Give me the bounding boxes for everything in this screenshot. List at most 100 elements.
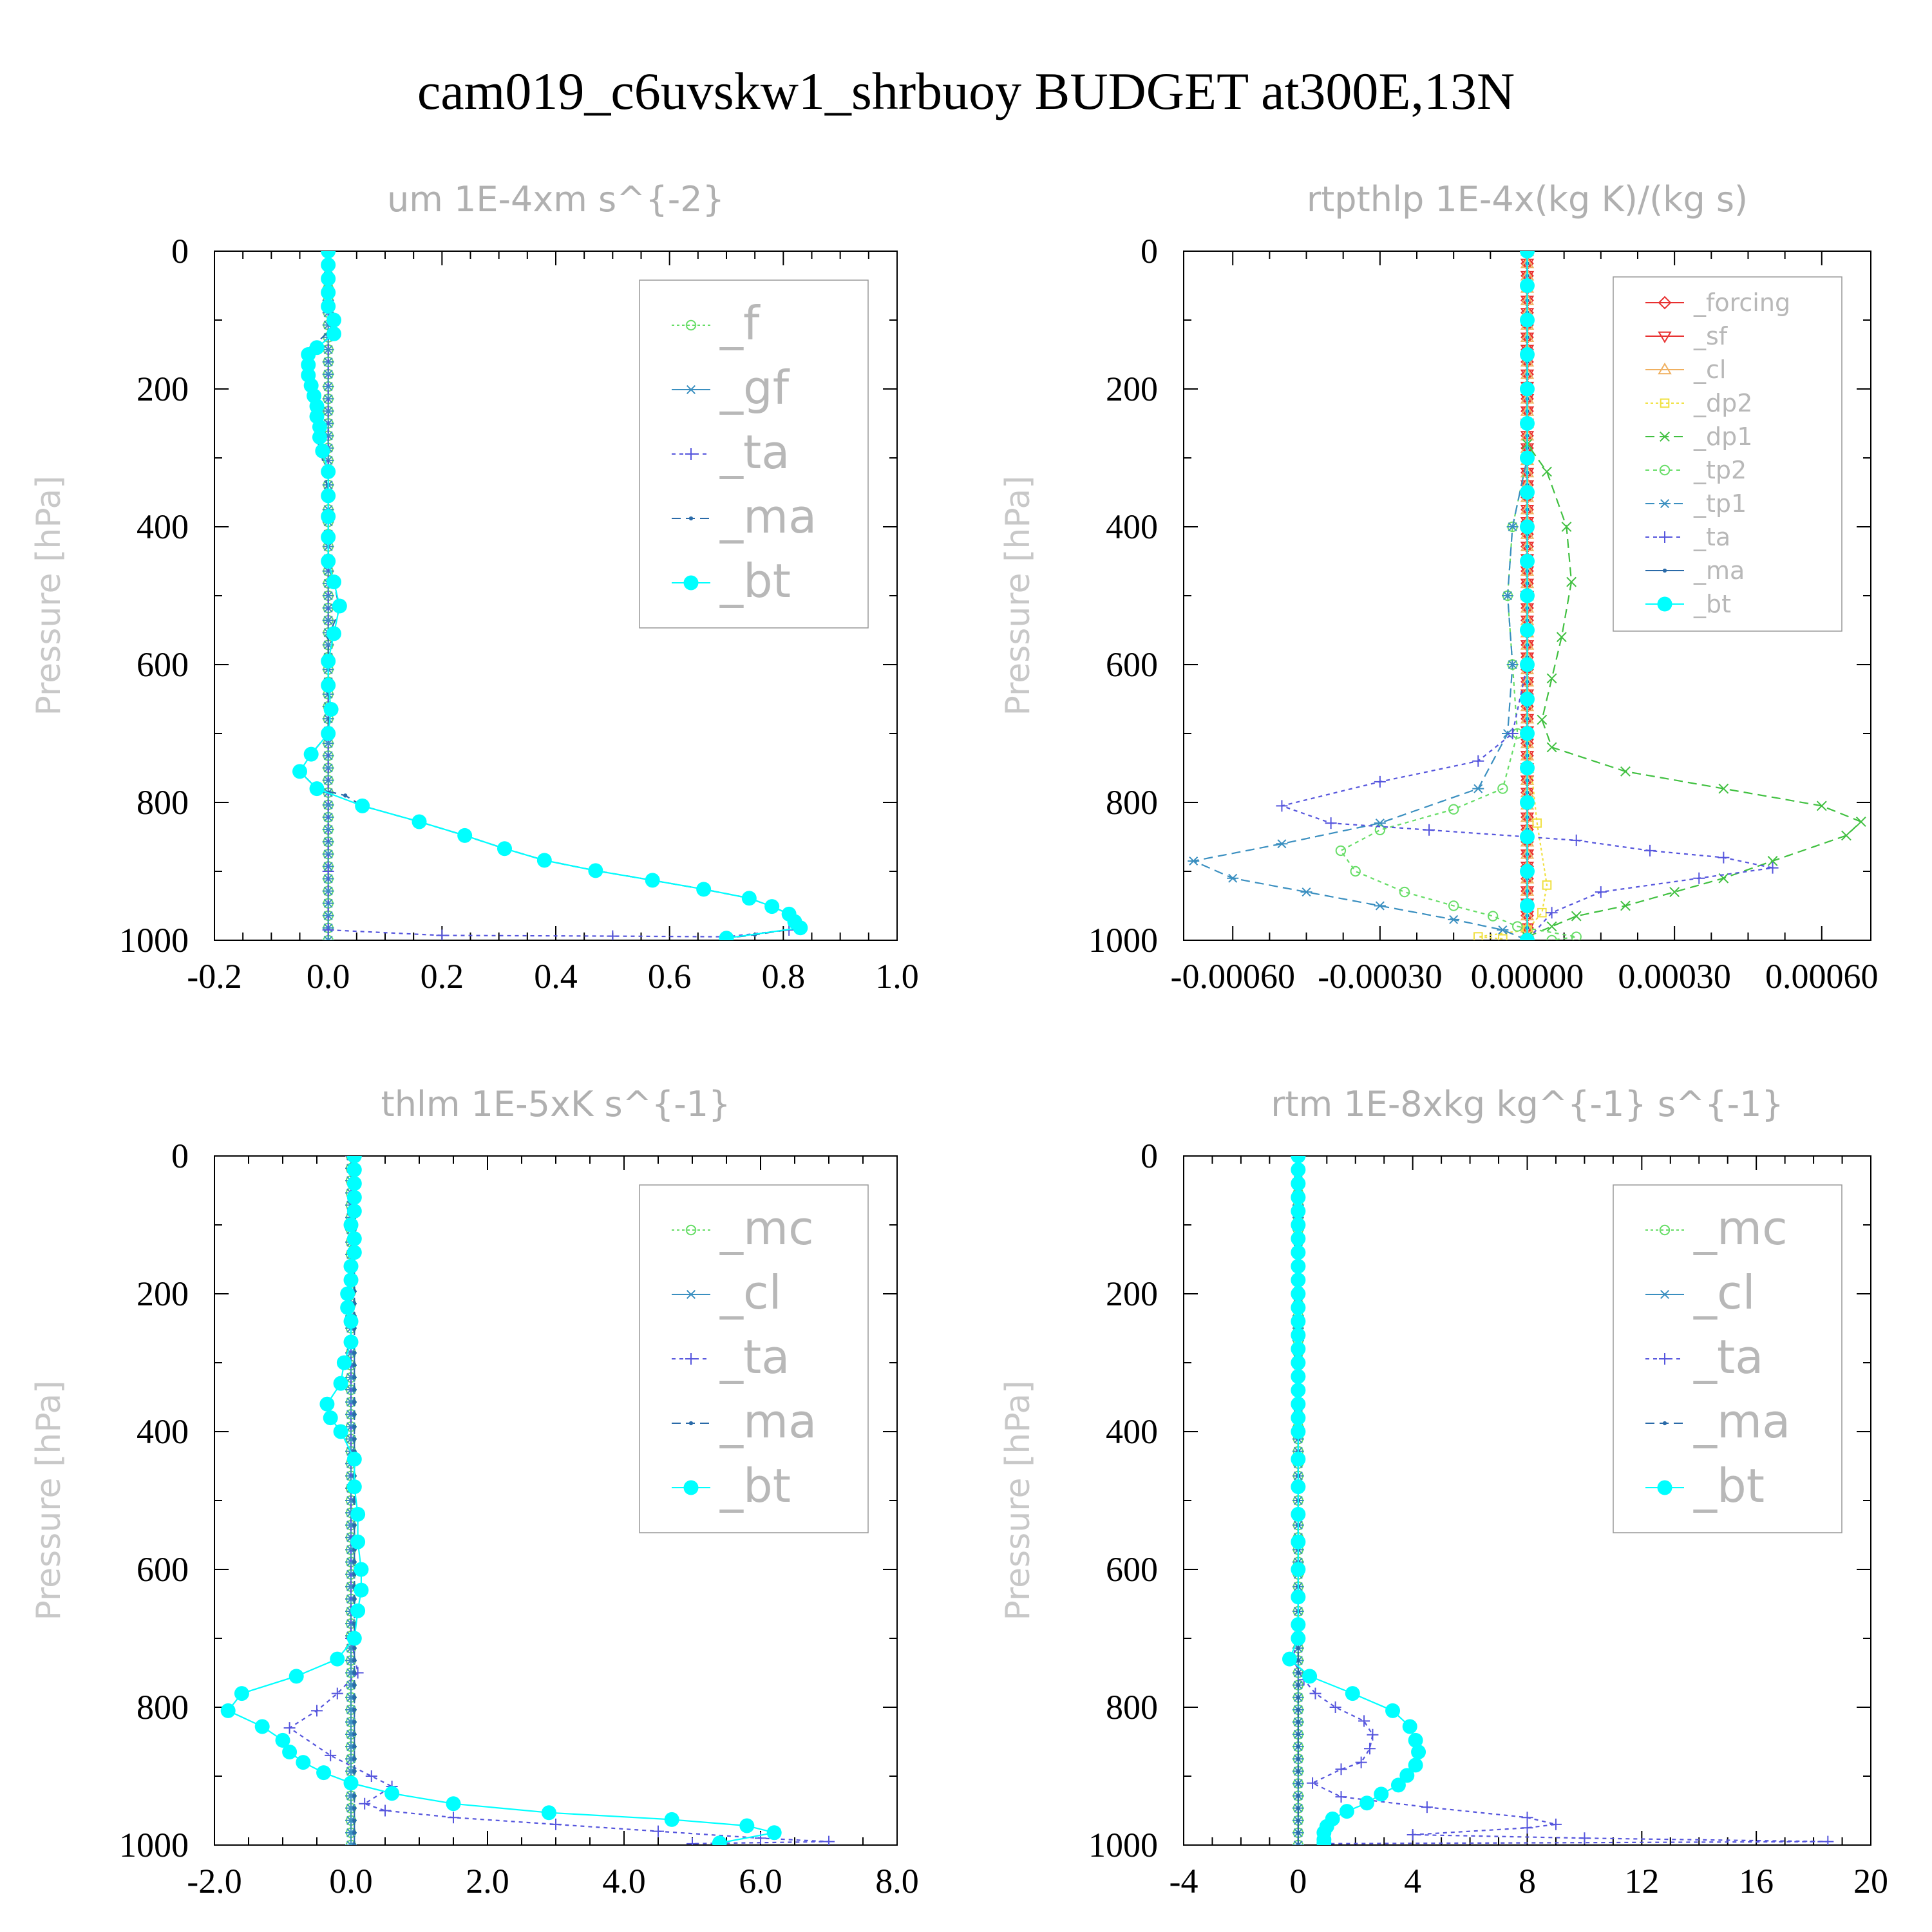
series-dp1-point bbox=[1669, 887, 1680, 898]
series-bt-point bbox=[321, 677, 336, 693]
series-ma-point bbox=[352, 1707, 357, 1712]
series-bt-point bbox=[330, 1651, 345, 1667]
series-dp1-point bbox=[1546, 921, 1557, 932]
series-bt-point bbox=[350, 1603, 366, 1618]
series-bt-point bbox=[346, 1162, 362, 1177]
series-bt-point bbox=[1291, 1217, 1306, 1233]
legend-cl-label: _cl bbox=[1693, 1265, 1756, 1320]
series-bt-point bbox=[1408, 1757, 1423, 1773]
series-dp2-point bbox=[1498, 934, 1508, 940]
series-bt-point bbox=[541, 1805, 556, 1821]
series-bt-point bbox=[346, 1176, 362, 1191]
series-bt-point bbox=[321, 654, 336, 669]
series-bt-point bbox=[321, 464, 336, 479]
series-bt-point bbox=[343, 1314, 359, 1329]
series-bt-point bbox=[1291, 1341, 1306, 1357]
series-bt-point bbox=[321, 257, 336, 272]
legend-dp2-marker bbox=[1660, 398, 1670, 408]
y-tick-label: 400 bbox=[137, 507, 189, 546]
series-bt-point bbox=[1520, 251, 1535, 259]
series-bt-point bbox=[1520, 278, 1535, 293]
series-ma-point bbox=[1296, 1732, 1300, 1737]
series-bt-point bbox=[1291, 1479, 1306, 1495]
series-bt-point bbox=[1520, 554, 1535, 569]
series-bt-point bbox=[346, 1204, 362, 1219]
series-bt-point bbox=[384, 1786, 400, 1801]
series-bt-point bbox=[321, 554, 336, 569]
y-tick-label: 0 bbox=[171, 1137, 189, 1175]
series-bt-point bbox=[321, 299, 336, 314]
series-bt-point bbox=[1520, 416, 1535, 431]
series-ta-point bbox=[448, 1812, 459, 1824]
legend-ta-marker bbox=[685, 448, 697, 460]
series-tp2-point bbox=[1350, 866, 1361, 877]
series-ma-point bbox=[352, 1363, 357, 1367]
series-bt-point bbox=[1291, 1631, 1306, 1646]
x-tick-label: -4 bbox=[1170, 1862, 1198, 1900]
series-ma-point bbox=[352, 1399, 357, 1405]
x-tick-label: 12 bbox=[1624, 1862, 1659, 1900]
series-bt-point bbox=[1291, 1258, 1306, 1274]
series-bt-point bbox=[1520, 450, 1535, 466]
legend-mc-marker bbox=[685, 1224, 697, 1236]
series-bt-point bbox=[332, 598, 347, 614]
series-bt-point bbox=[412, 814, 427, 829]
series-bt-point bbox=[1316, 1835, 1332, 1845]
series-ma-point bbox=[1296, 1842, 1300, 1845]
series-gf-point bbox=[322, 800, 334, 810]
y-tick-label: 600 bbox=[1106, 1550, 1158, 1589]
series-bt-point bbox=[309, 399, 325, 414]
series-bt-point bbox=[1374, 1786, 1389, 1802]
series-bt-point bbox=[343, 1776, 359, 1791]
series-ta-point bbox=[652, 1825, 664, 1837]
series-bt-point bbox=[254, 1719, 270, 1734]
series-tp2-point bbox=[1512, 921, 1523, 932]
series-dp1-point bbox=[1841, 830, 1852, 841]
y-tick-label: 800 bbox=[137, 783, 189, 822]
legend-bt-label: _bt bbox=[1693, 1459, 1765, 1513]
series-bt-point bbox=[712, 1835, 727, 1845]
series-bt-point bbox=[340, 1286, 355, 1302]
series-ta-point bbox=[379, 1804, 391, 1817]
series-bt-point bbox=[319, 1396, 335, 1412]
series-tp1-point bbox=[1374, 901, 1386, 911]
legend-f-label: _f bbox=[719, 296, 761, 350]
x-tick-label: 0.00060 bbox=[1765, 957, 1879, 996]
series-bt-point bbox=[497, 841, 512, 857]
legend-dp1-label: _dp1 bbox=[1693, 422, 1752, 451]
series-bt-point bbox=[336, 1355, 352, 1370]
legend-ma-marker bbox=[688, 516, 694, 521]
series-layer bbox=[220, 1156, 835, 1845]
series-bt-point bbox=[301, 347, 316, 362]
legend-mc-label: _mc bbox=[719, 1201, 814, 1255]
series-tp1-point bbox=[1448, 914, 1460, 924]
series-bt-point bbox=[1291, 1300, 1306, 1315]
x-tick-label: 2.0 bbox=[466, 1862, 509, 1900]
legend-ma-label: _ma bbox=[1693, 1394, 1790, 1448]
series-bt-point bbox=[1291, 1452, 1306, 1467]
series-bt-point bbox=[1520, 485, 1535, 500]
series-bt-point bbox=[354, 1582, 369, 1598]
legend-ta-label: _ta bbox=[1693, 1330, 1763, 1384]
series-bt-point bbox=[355, 798, 370, 813]
series-bt-point bbox=[1291, 1176, 1306, 1191]
panel-title: um 1E-4xm s^{-2} bbox=[387, 179, 724, 220]
series-bt-point bbox=[275, 1732, 290, 1748]
series-dp1-point bbox=[1556, 632, 1567, 643]
panel-title: rtm 1E-8xkg kg^{-1} s^{-1} bbox=[1271, 1084, 1784, 1124]
legend-gf-label: _gf bbox=[719, 361, 790, 415]
series-dp1-point bbox=[1571, 911, 1582, 922]
series-bt-point bbox=[741, 891, 757, 906]
series-bt-point bbox=[343, 1258, 359, 1274]
series-ta-point bbox=[1335, 1791, 1347, 1803]
legend-forcing-label: _forcing bbox=[1693, 289, 1790, 317]
legend-cl-label: _cl bbox=[719, 1265, 782, 1320]
series-bt-point bbox=[1520, 657, 1535, 672]
series-tp2-point bbox=[1399, 886, 1410, 898]
series-gf-point bbox=[322, 345, 334, 354]
legend-bt-label: _bt bbox=[719, 554, 791, 608]
x-tick-label: -2.0 bbox=[187, 1862, 242, 1900]
panel-um: um 1E-4xm s^{-2} Pressure [hPa] 0 200 400 600… bbox=[30, 179, 919, 996]
legend-ma-label: _ma bbox=[1693, 556, 1745, 585]
legend-ma-marker bbox=[688, 1421, 694, 1426]
